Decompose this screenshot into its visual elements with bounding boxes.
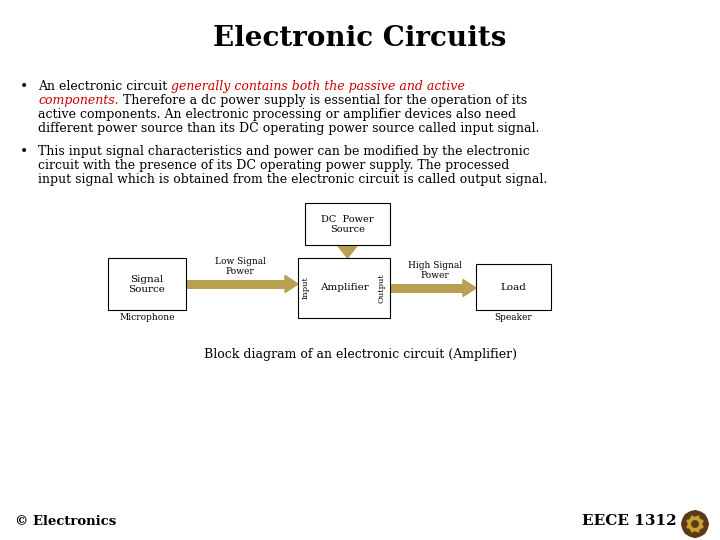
Text: Speaker: Speaker [495, 313, 532, 322]
Text: •: • [20, 145, 28, 159]
Bar [342, 244, 353, 245]
Text: EECE 1312: EECE 1312 [582, 514, 677, 528]
Text: Electronic Circuits: Electronic Circuits [213, 25, 507, 52]
Text: Output: Output [378, 273, 386, 303]
Text: Input: Input [302, 276, 310, 300]
Circle shape [685, 529, 690, 534]
Circle shape [692, 521, 698, 527]
Text: Power: Power [420, 271, 449, 280]
Circle shape [687, 516, 703, 532]
Text: This input signal characteristics and power can be modified by the electronic: This input signal characteristics and po… [38, 145, 530, 158]
Text: Source: Source [129, 285, 166, 294]
Bar [390, 284, 463, 293]
Text: Therefore a dc power supply is essential for the operation of its: Therefore a dc power supply is essential… [119, 94, 527, 107]
Text: Signal: Signal [130, 274, 163, 284]
Circle shape [693, 532, 698, 537]
Text: generally contains both the passive and active: generally contains both the passive and … [171, 80, 465, 93]
Text: circuit with the presence of its DC operating power supply. The processed: circuit with the presence of its DC oper… [38, 159, 509, 172]
Polygon shape [463, 280, 476, 296]
Text: Source: Source [330, 226, 365, 234]
Bar [186, 280, 285, 288]
Text: active components. An electronic processing or amplifier devices also need: active components. An electronic process… [38, 108, 516, 121]
Circle shape [682, 511, 708, 537]
Text: different power source than its DC operating power source called input signal.: different power source than its DC opera… [38, 122, 539, 135]
Circle shape [693, 511, 698, 516]
Text: Load: Load [500, 282, 526, 292]
Bar [476, 264, 551, 310]
Text: © Electronics: © Electronics [15, 515, 116, 528]
Text: Power: Power [225, 267, 254, 276]
Text: Microphone: Microphone [120, 313, 175, 322]
Text: An electronic circuit: An electronic circuit [38, 80, 171, 93]
Text: •: • [20, 80, 28, 94]
Bar [305, 203, 390, 245]
Text: Low Signal: Low Signal [215, 257, 266, 266]
Text: Block diagram of an electronic circuit (Amplifier): Block diagram of an electronic circuit (… [204, 348, 516, 361]
Text: High Signal: High Signal [408, 261, 462, 270]
Bar [108, 258, 186, 310]
Text: input signal which is obtained from the electronic circuit is called output sign: input signal which is obtained from the … [38, 173, 547, 186]
Polygon shape [285, 275, 298, 293]
Circle shape [682, 522, 687, 526]
Circle shape [700, 529, 705, 534]
Bar [298, 258, 390, 318]
Text: Amplifier: Amplifier [320, 284, 369, 293]
Polygon shape [336, 244, 359, 258]
Circle shape [703, 522, 708, 526]
Circle shape [685, 514, 690, 519]
Circle shape [700, 514, 705, 519]
Text: components.: components. [38, 94, 119, 107]
Text: DC  Power: DC Power [321, 215, 374, 225]
